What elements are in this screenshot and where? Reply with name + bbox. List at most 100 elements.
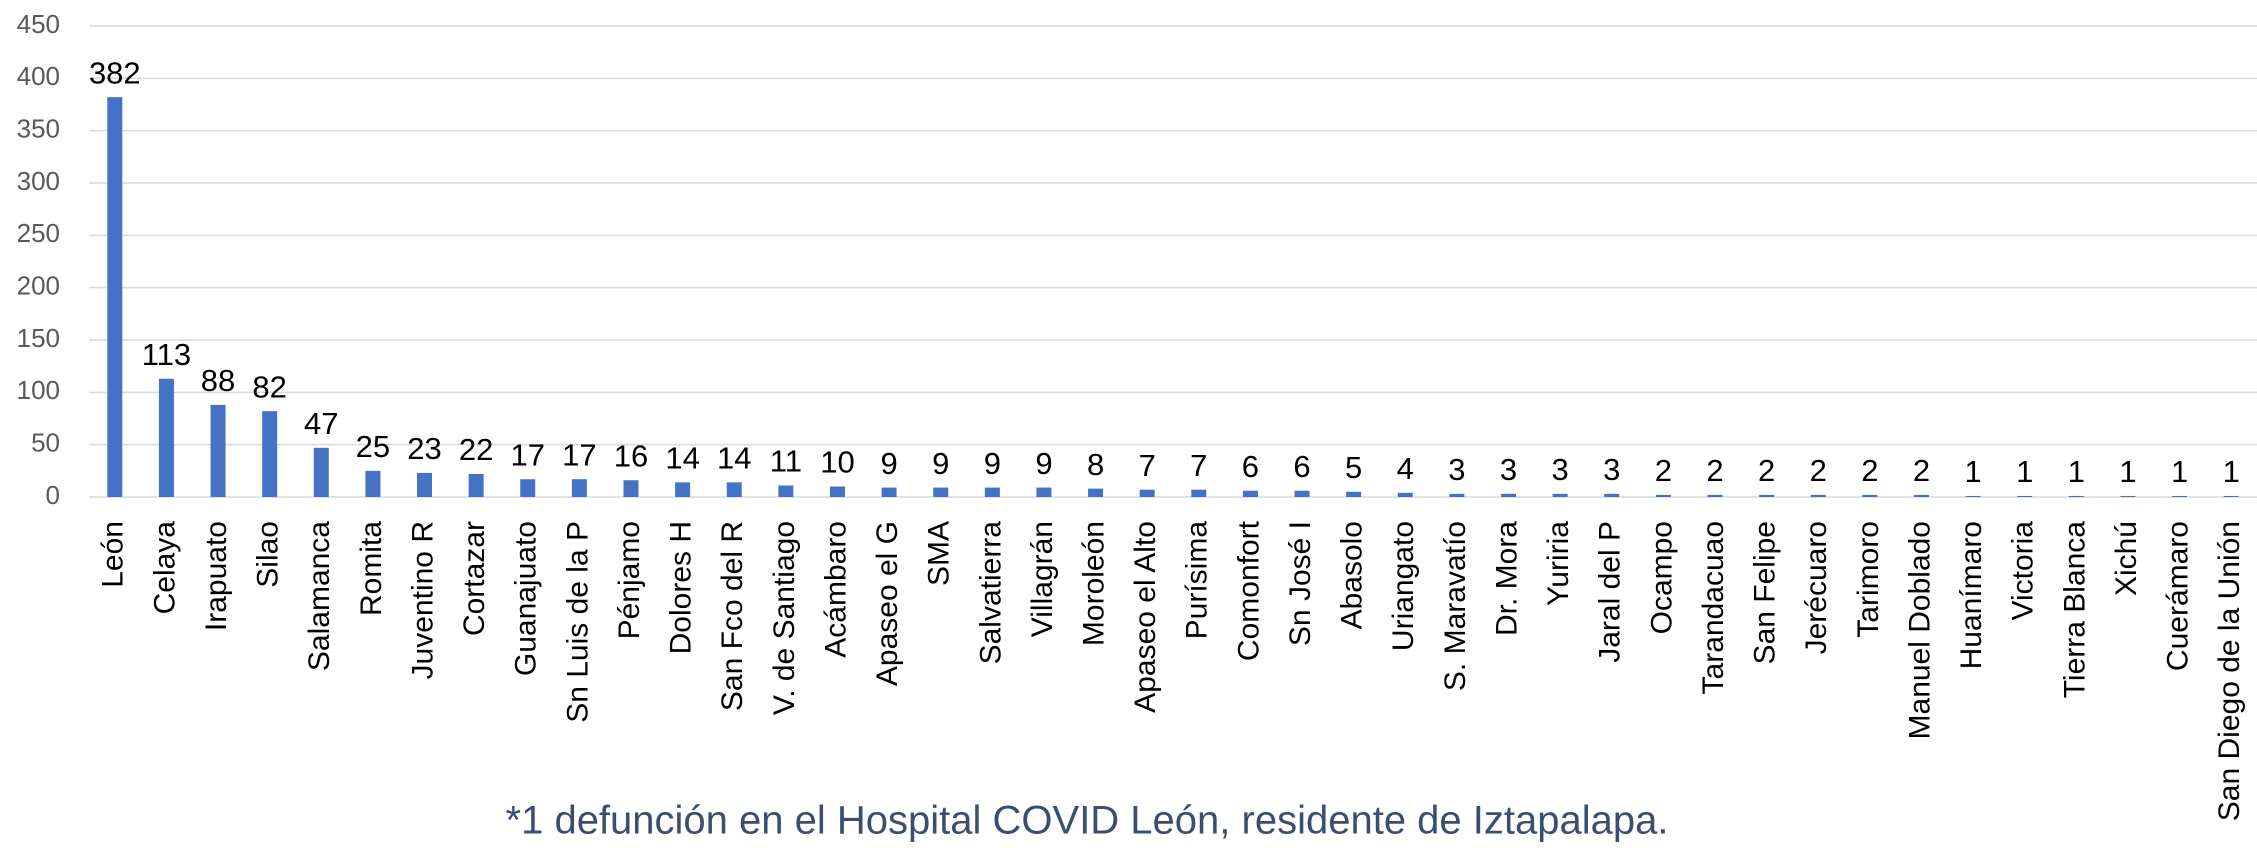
- bar: [417, 472, 433, 497]
- y-tick-label: 300: [17, 166, 60, 196]
- bar: [1810, 494, 1826, 497]
- bar: [881, 487, 897, 497]
- data-label: 10: [820, 445, 854, 480]
- bar: [829, 486, 845, 497]
- x-tick-label: Dr. Mora: [1490, 521, 1523, 636]
- bar: [262, 411, 278, 497]
- x-tick-label: Uriangato: [1387, 521, 1420, 651]
- y-tick-label: 250: [17, 218, 60, 248]
- x-tick-label: Salamanca: [303, 521, 336, 671]
- data-label: 17: [511, 437, 545, 472]
- data-label: 1: [2223, 454, 2240, 489]
- x-tick-label: S. Maravatío: [1439, 521, 1472, 691]
- y-tick-label: 0: [46, 480, 60, 510]
- x-tick-label: Apaseo el Alto: [1129, 521, 1162, 713]
- x-tick-label: Romita: [355, 521, 388, 616]
- x-tick-label: Moroleón: [1077, 521, 1110, 646]
- footnote: *1 defunción en el Hospital COVID León, …: [506, 799, 1669, 843]
- data-label: 88: [201, 363, 235, 398]
- bar: [1449, 493, 1465, 497]
- x-tick-label: Dolores H: [665, 521, 698, 654]
- bar: [1397, 492, 1413, 497]
- bar: [1294, 490, 1310, 497]
- x-tick-label: Guanajuato: [510, 521, 543, 676]
- data-label: 23: [407, 431, 441, 466]
- x-tick-label: Jaral del P: [1594, 521, 1627, 663]
- y-tick-label: 400: [17, 61, 60, 91]
- x-tick-label: León: [97, 521, 130, 588]
- bar: [2172, 495, 2188, 497]
- x-tick-label: Sn José I: [1284, 521, 1317, 646]
- x-tick-label: Ocampo: [1645, 521, 1678, 634]
- data-label: 7: [1190, 448, 1207, 483]
- x-tick-label: Cortazar: [458, 521, 491, 636]
- x-tick-label: Apaseo el G: [871, 521, 904, 686]
- data-label: 382: [89, 55, 141, 90]
- x-tick-label: Xichú: [2110, 521, 2143, 596]
- bar: [778, 485, 794, 497]
- x-tick-label: Victoria: [2007, 521, 2040, 621]
- data-label: 22: [459, 432, 493, 467]
- y-tick-label: 150: [17, 323, 60, 353]
- bar: [158, 378, 174, 497]
- bar: [1552, 493, 1568, 497]
- x-tick-label: Pénjamo: [613, 521, 646, 639]
- bar: [675, 482, 691, 497]
- bar: [520, 479, 536, 497]
- x-tick-label: Salvatierra: [974, 521, 1007, 665]
- bar: [1242, 490, 1258, 497]
- data-label: 1: [2016, 454, 2033, 489]
- data-label: 1: [1964, 454, 1981, 489]
- y-tick-label: 200: [17, 271, 60, 301]
- data-label: 1: [2119, 454, 2136, 489]
- bar: [1759, 494, 1775, 497]
- x-tick-label: Abasolo: [1336, 521, 1369, 629]
- bar: [1604, 493, 1620, 497]
- y-tick-label: 450: [17, 9, 60, 39]
- x-tick-label: Tierra Blanca: [2058, 521, 2091, 699]
- data-label: 11: [770, 444, 802, 479]
- bar: [726, 482, 742, 497]
- data-label: 9: [984, 446, 1001, 481]
- data-label: 1: [2068, 454, 2085, 489]
- x-tick-label: San Fco del R: [716, 521, 749, 711]
- data-label: 2: [1758, 453, 1775, 488]
- bar: [933, 487, 949, 497]
- data-label: 17: [562, 437, 596, 472]
- y-tick-label: 350: [17, 114, 60, 144]
- bar: [1655, 494, 1671, 497]
- data-label: 2: [1810, 453, 1827, 488]
- x-tick-label: Irapuato: [200, 521, 233, 631]
- bar: [1191, 489, 1207, 497]
- bar: [365, 470, 381, 497]
- x-tick-label: Villagrán: [1026, 521, 1059, 637]
- data-label: 25: [356, 429, 390, 464]
- bar: [2223, 495, 2239, 497]
- x-tick-label: Comonfort: [1232, 520, 1265, 661]
- bar: [1862, 494, 1878, 497]
- data-label: 9: [880, 446, 897, 481]
- bar: [1139, 489, 1155, 497]
- data-label: 14: [665, 441, 699, 476]
- bar: [210, 404, 226, 497]
- bar: [984, 487, 1000, 497]
- bar: [1913, 494, 1929, 497]
- x-tick-label: Huanímaro: [1955, 521, 1988, 669]
- bar: [2017, 495, 2033, 497]
- data-label: 2: [1655, 453, 1672, 488]
- x-tick-label: San Diego de la Unión: [2213, 521, 2246, 821]
- data-label: 9: [932, 446, 949, 481]
- data-label: 16: [614, 438, 648, 473]
- bar: [2120, 495, 2136, 497]
- data-label: 47: [304, 406, 338, 441]
- data-label: 14: [717, 441, 751, 476]
- data-label: 6: [1293, 449, 1310, 484]
- data-label: 8: [1087, 447, 1104, 482]
- x-tick-label: Jerécuaro: [1800, 521, 1833, 654]
- bar: [1346, 491, 1362, 497]
- bar: [1501, 493, 1517, 497]
- data-label: 5: [1345, 450, 1362, 485]
- x-tick-label: Tarandacuao: [1697, 521, 1730, 694]
- data-label: 82: [252, 369, 286, 404]
